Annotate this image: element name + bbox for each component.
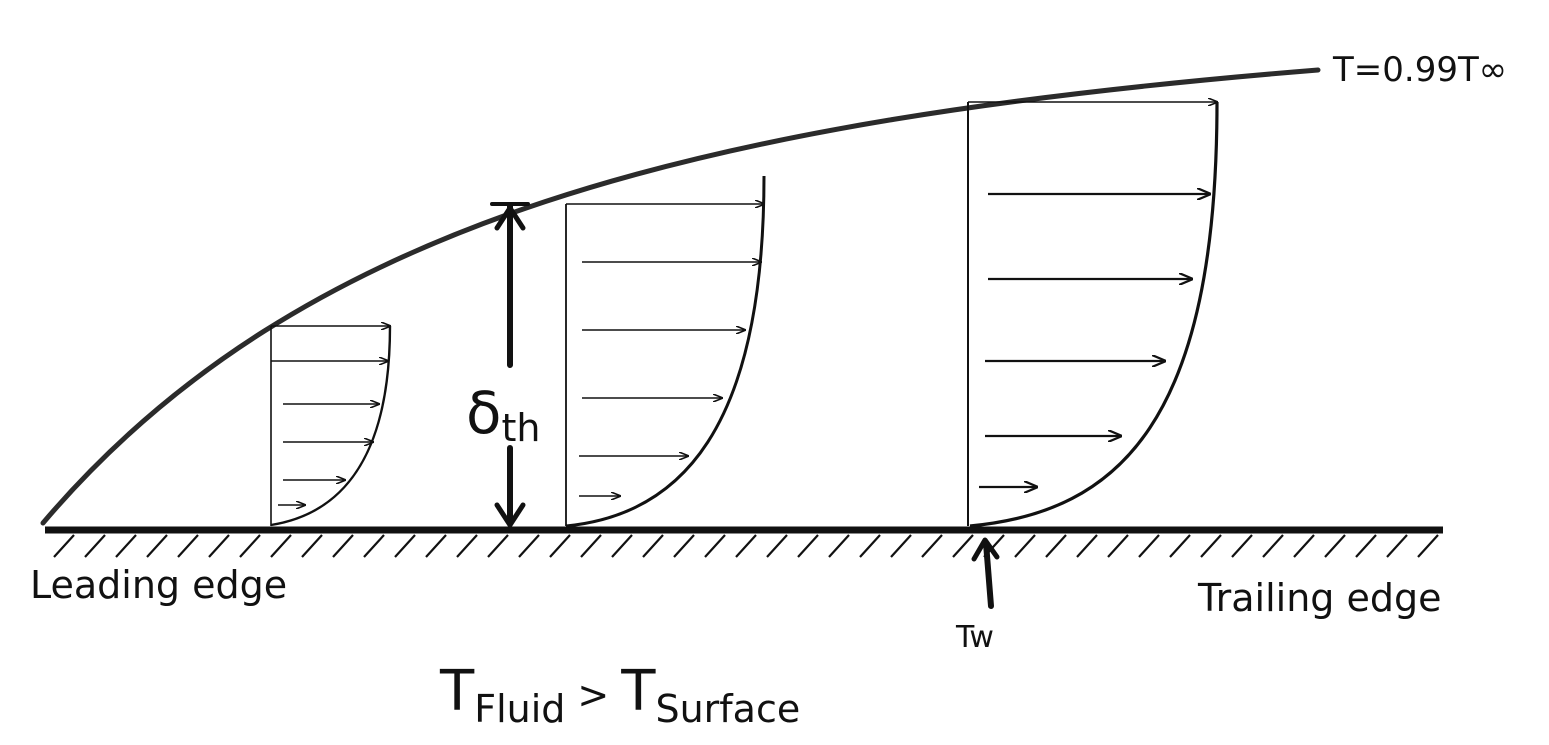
temperature-profile-1	[270, 326, 392, 527]
hatch-line	[735, 534, 757, 558]
wall-temperature-arrow	[971, 537, 1000, 609]
hatch-line	[208, 534, 230, 558]
hatch-line	[146, 534, 168, 558]
hatch-line	[1231, 534, 1253, 558]
wall-temperature-label: Tw	[956, 620, 994, 655]
temperature-relation: TFluid > TSurface	[440, 664, 800, 729]
hatch-line	[1417, 534, 1439, 558]
hatch-line	[239, 534, 261, 558]
hatch-line	[177, 534, 199, 558]
fluid-subscript: Fluid	[474, 687, 566, 731]
hatch-line	[1045, 534, 1067, 558]
hatch-line	[890, 534, 912, 558]
hatch-line	[797, 534, 819, 558]
greater-than-operator: >	[577, 673, 610, 717]
hatch-line	[1355, 534, 1377, 558]
hatch-line	[84, 534, 106, 558]
hatch-line	[1200, 534, 1222, 558]
surface-temperature-symbol: T	[621, 659, 656, 724]
boundary-curve-label: T=0.99T∞	[1333, 50, 1508, 90]
hatch-line	[1293, 534, 1315, 558]
plate-hatching	[53, 534, 1439, 558]
hatch-line	[1324, 534, 1346, 558]
hatch-line	[456, 534, 478, 558]
hatch-line	[53, 534, 75, 558]
hatch-line	[115, 534, 137, 558]
thickness-dimension	[490, 202, 530, 528]
leading-edge-label: Leading edge	[30, 563, 288, 607]
hatch-line	[673, 534, 695, 558]
hatch-line	[425, 534, 447, 558]
hatch-line	[363, 534, 385, 558]
hatch-line	[952, 534, 974, 558]
temperature-profile-2	[565, 175, 766, 528]
hatch-line	[611, 534, 633, 558]
thickness-symbol: δ	[466, 379, 502, 447]
temperature-profile-3	[967, 102, 1219, 528]
hatch-line	[642, 534, 664, 558]
hatch-line	[766, 534, 788, 558]
fluid-temperature-symbol: T	[440, 659, 475, 724]
hatch-line	[518, 534, 540, 558]
hatch-line	[487, 534, 509, 558]
hatch-line	[1169, 534, 1191, 558]
hatch-line	[828, 534, 850, 558]
hatch-line	[1138, 534, 1160, 558]
hatch-line	[1014, 534, 1036, 558]
plate-surface	[45, 526, 1443, 558]
hatch-line	[1386, 534, 1408, 558]
hatch-line	[859, 534, 881, 558]
thickness-subscript: th	[501, 406, 541, 450]
hatch-line	[704, 534, 726, 558]
hatch-line	[270, 534, 292, 558]
hatch-line	[1262, 534, 1284, 558]
hatch-line	[580, 534, 602, 558]
boundary-layer-edge-curve	[40, 67, 1321, 526]
hatch-line	[394, 534, 416, 558]
hatch-line	[301, 534, 323, 558]
hatch-line	[1076, 534, 1098, 558]
surface-subscript: Surface	[655, 687, 801, 731]
thermal-thickness-label: δth	[466, 384, 540, 447]
hatch-line	[332, 534, 354, 558]
hatch-line	[549, 534, 571, 558]
hatch-line	[1107, 534, 1129, 558]
trailing-edge-label: Trailing edge	[1198, 576, 1442, 620]
hatch-line	[921, 534, 943, 558]
